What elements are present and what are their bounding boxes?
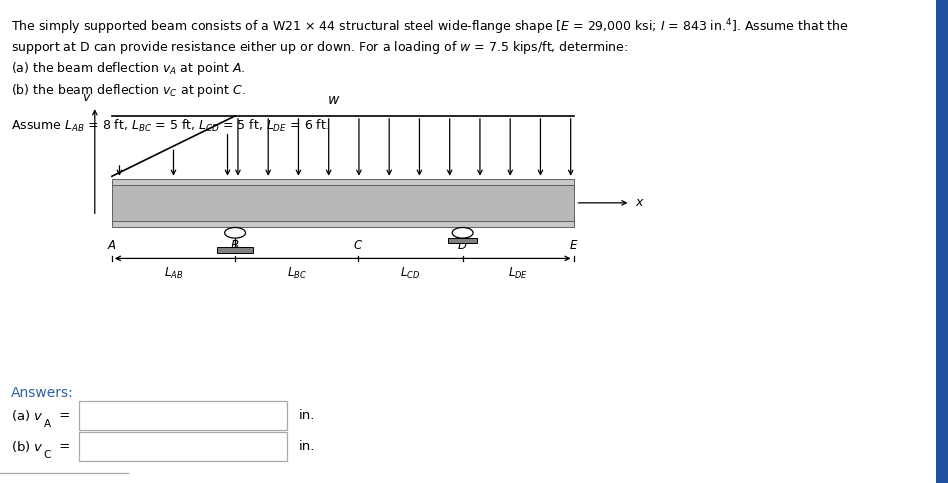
Bar — [79, 401, 287, 430]
Text: support at D can provide resistance either up or down. For a loading of $w$ = 7.: support at D can provide resistance eith… — [11, 39, 629, 56]
Text: =: = — [55, 440, 70, 453]
Text: (b) the beam deflection $v_C$ at point $C$.: (b) the beam deflection $v_C$ at point $… — [11, 82, 246, 99]
Text: $A$: $A$ — [107, 239, 117, 252]
Text: C: C — [44, 451, 51, 460]
Text: $x$: $x$ — [635, 197, 645, 209]
Circle shape — [452, 227, 473, 238]
Text: The simply supported beam consists of a W21 $\times$ 44 structural steel wide-fl: The simply supported beam consists of a … — [11, 17, 849, 37]
Text: A: A — [44, 419, 51, 429]
Text: in.: in. — [299, 409, 315, 422]
Text: $L_{CD}$: $L_{CD}$ — [400, 266, 421, 281]
Bar — [936, 0, 948, 483]
Text: $C$: $C$ — [354, 239, 363, 252]
Circle shape — [225, 227, 246, 238]
Text: $w$: $w$ — [326, 93, 340, 107]
Bar — [112, 185, 574, 221]
Text: Assume $L_{AB}$ = 8 ft, $L_{BC}$ = 5 ft, $L_{CD}$ = 5 ft, $L_{DE}$ = 6 ft.: Assume $L_{AB}$ = 8 ft, $L_{BC}$ = 5 ft,… — [11, 118, 330, 134]
Text: $L_{DE}$: $L_{DE}$ — [508, 266, 528, 281]
Bar — [112, 179, 574, 185]
Text: $E$: $E$ — [569, 239, 578, 252]
Text: $v$: $v$ — [82, 91, 92, 104]
Bar — [79, 432, 287, 461]
Text: =: = — [55, 409, 70, 422]
Text: (b) $v$: (b) $v$ — [11, 439, 45, 455]
Bar — [217, 247, 253, 253]
Text: Answers:: Answers: — [11, 386, 74, 400]
Bar — [448, 238, 477, 243]
Text: (a) the beam deflection $v_A$ at point $A$.: (a) the beam deflection $v_A$ at point $… — [11, 60, 246, 77]
Text: $B$: $B$ — [230, 239, 240, 252]
Text: in.: in. — [299, 440, 315, 453]
Text: $D$: $D$ — [457, 239, 468, 252]
Text: $L_{AB}$: $L_{AB}$ — [164, 266, 183, 281]
Bar — [112, 221, 574, 227]
Text: $L_{BC}$: $L_{BC}$ — [286, 266, 307, 281]
Text: (a) $v$: (a) $v$ — [11, 408, 44, 423]
